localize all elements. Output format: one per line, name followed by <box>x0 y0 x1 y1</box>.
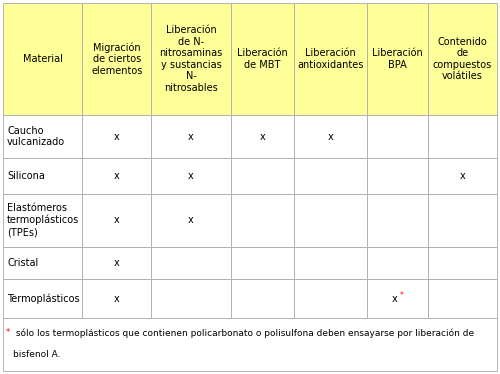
Text: x: x <box>114 294 119 304</box>
Bar <box>3 3 82 115</box>
Text: x: x <box>188 215 194 225</box>
Text: x: x <box>114 132 119 141</box>
Text: x: x <box>392 294 398 304</box>
Bar <box>367 194 428 246</box>
Text: x: x <box>114 258 119 268</box>
Text: x: x <box>460 171 466 181</box>
Bar <box>294 194 367 246</box>
Bar <box>294 115 367 158</box>
Bar <box>3 115 82 158</box>
Text: x: x <box>188 132 194 141</box>
Bar <box>367 158 428 194</box>
Text: x: x <box>328 132 333 141</box>
Text: Termoplásticos: Termoplásticos <box>7 293 80 304</box>
Bar <box>294 279 367 318</box>
Bar <box>82 115 152 158</box>
Bar <box>367 3 428 115</box>
Bar <box>152 194 230 246</box>
Bar <box>152 115 230 158</box>
Text: Liberación
de N-
nitrosaminas
y sustancias
N-
nitrosables: Liberación de N- nitrosaminas y sustanci… <box>160 25 222 93</box>
Text: Cristal: Cristal <box>7 258 38 268</box>
Text: x: x <box>114 215 119 225</box>
Text: Migración
de ciertos
elementos: Migración de ciertos elementos <box>91 42 142 76</box>
Bar <box>152 3 230 115</box>
Bar <box>152 158 230 194</box>
Text: sólo los termoplásticos que contienen policarbonato o polisulfona deben ensayars: sólo los termoplásticos que contienen po… <box>13 328 474 338</box>
Bar <box>3 246 82 279</box>
Bar <box>367 115 428 158</box>
Bar <box>230 115 294 158</box>
Text: *: * <box>400 291 404 300</box>
Bar <box>230 194 294 246</box>
Bar <box>428 3 497 115</box>
Text: bisfenol A.: bisfenol A. <box>13 350 60 359</box>
Bar <box>3 194 82 246</box>
Bar <box>428 158 497 194</box>
Bar <box>3 158 82 194</box>
Bar <box>152 246 230 279</box>
Text: Material: Material <box>22 54 62 64</box>
Bar <box>3 318 497 371</box>
Bar <box>294 246 367 279</box>
Bar <box>428 279 497 318</box>
Bar <box>82 194 152 246</box>
Bar <box>367 246 428 279</box>
Bar <box>230 246 294 279</box>
Bar <box>294 3 367 115</box>
Text: *: * <box>6 328 10 337</box>
Bar <box>367 279 428 318</box>
Bar <box>82 246 152 279</box>
Bar <box>428 246 497 279</box>
Text: Caucho
vulcanizado: Caucho vulcanizado <box>7 126 65 147</box>
Bar <box>230 279 294 318</box>
Text: x: x <box>260 132 265 141</box>
Bar <box>230 158 294 194</box>
Bar <box>428 194 497 246</box>
Bar <box>428 115 497 158</box>
Bar <box>82 3 152 115</box>
Text: Liberación
antioxidantes: Liberación antioxidantes <box>297 48 364 70</box>
Bar <box>230 3 294 115</box>
Bar <box>3 279 82 318</box>
Bar <box>152 279 230 318</box>
Text: x: x <box>188 171 194 181</box>
Bar <box>294 158 367 194</box>
Text: x: x <box>114 171 119 181</box>
Text: Liberación
de MBT: Liberación de MBT <box>237 48 288 70</box>
Text: Elastómeros
termoplásticos
(TPEs): Elastómeros termoplásticos (TPEs) <box>7 203 79 237</box>
Bar <box>82 158 152 194</box>
Text: Liberación
BPA: Liberación BPA <box>372 48 423 70</box>
Text: Contenido
de
compuestos
volátiles: Contenido de compuestos volátiles <box>433 37 492 82</box>
Text: Silicona: Silicona <box>7 171 45 181</box>
Bar <box>82 279 152 318</box>
